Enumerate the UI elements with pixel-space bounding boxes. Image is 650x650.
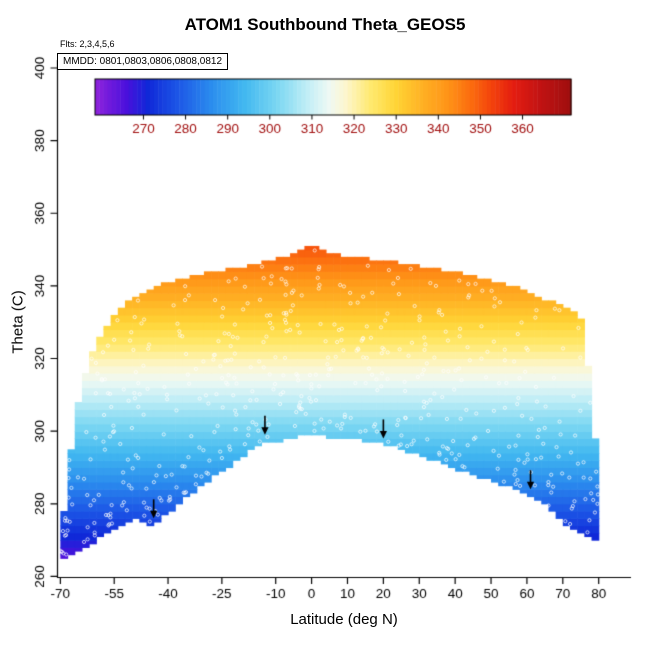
chart-title: ATOM1 Southbound Theta_GEOS5 — [184, 15, 466, 34]
dates-annotation-box: MMDD: 0801,0803,0806,0808,0812 — [57, 53, 229, 70]
flights-annotation: Flts: 2,3,4,5,6 — [60, 39, 115, 49]
x-axis-title: Latitude (deg N) — [290, 611, 398, 628]
dates-annotation-text: MMDD: 0801,0803,0806,0808,0812 — [63, 56, 223, 67]
y-axis-title: Theta (C) — [9, 290, 27, 354]
